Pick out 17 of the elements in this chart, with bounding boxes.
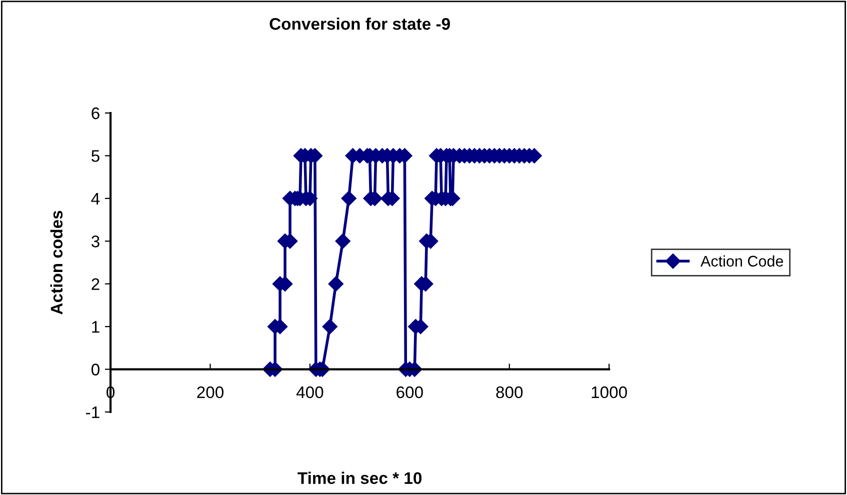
chart-title: Conversion for state -9 <box>270 18 450 30</box>
legend-label: Action Code <box>700 255 784 267</box>
y-tick-label: 3 <box>91 236 100 248</box>
y-tick-label: 5 <box>92 150 100 162</box>
y-tick-label: 0 <box>92 364 100 376</box>
y-tick-label: 4 <box>91 193 100 204</box>
x-tick-label: 1000 <box>592 386 627 398</box>
y-tick-label: 2 <box>92 278 100 290</box>
y-tick-label: 1 <box>92 321 100 333</box>
x-tick-label: 200 <box>197 386 224 398</box>
x-tick-label: 600 <box>396 386 423 398</box>
y-tick-label: -1 <box>86 406 100 418</box>
x-tick-label: 400 <box>296 386 324 398</box>
x-tick-label: 800 <box>496 386 523 398</box>
x-axis-title: Time in sec * 10 <box>298 472 422 484</box>
y-tick-label: 6 <box>92 107 100 120</box>
y-axis-title: Action codes <box>50 210 63 314</box>
